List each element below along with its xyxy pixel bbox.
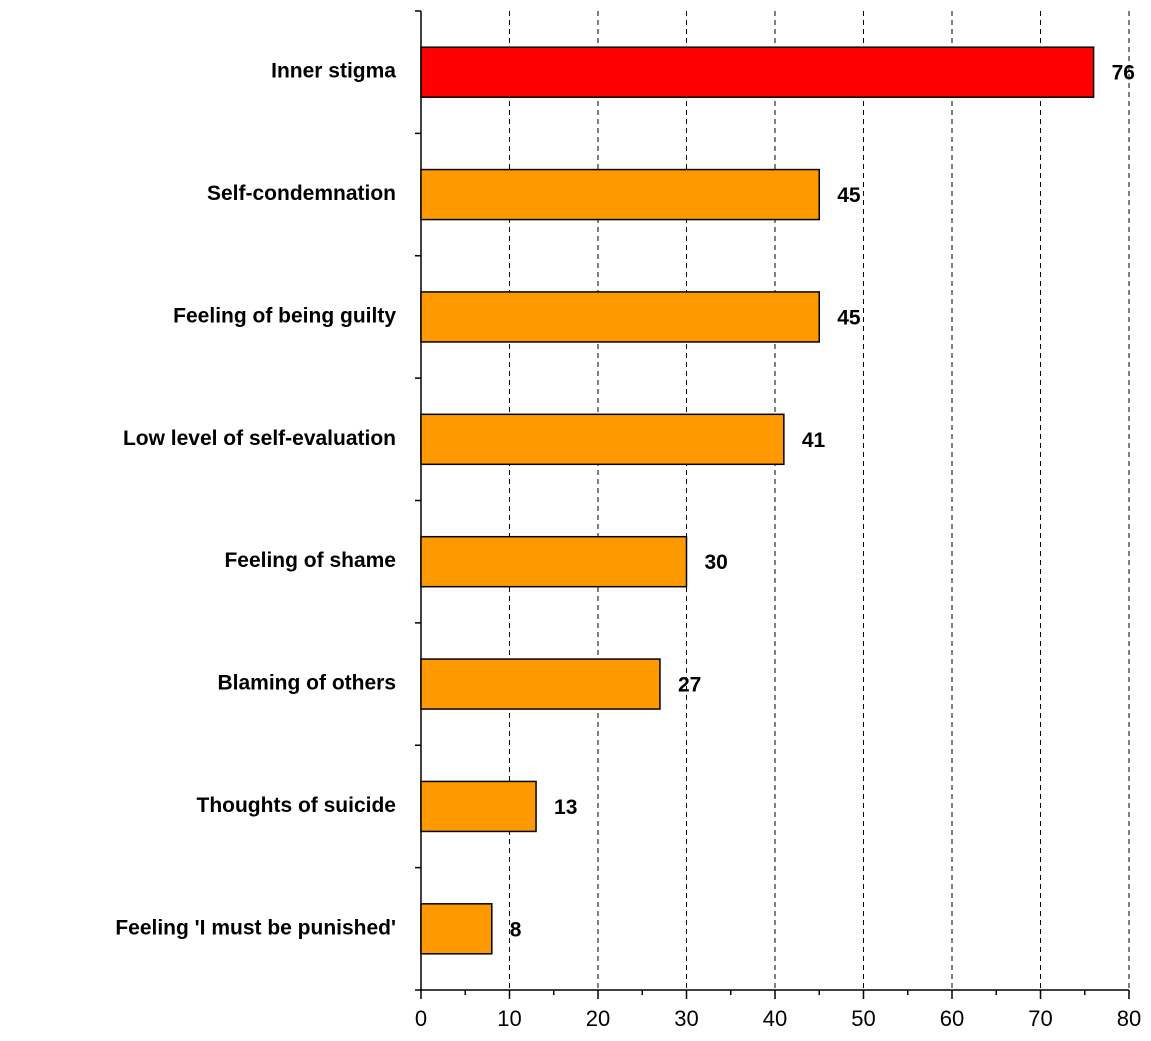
value-label: 30 (705, 551, 728, 574)
value-label: 8 (510, 918, 522, 941)
value-label: 76 (1112, 62, 1135, 85)
value-label: 45 (837, 306, 861, 329)
bar (420, 535, 688, 588)
category-label: Feeling of shame (224, 549, 396, 572)
bar (420, 46, 1095, 98)
value-label: 13 (554, 796, 577, 819)
value-label: 45 (837, 184, 861, 207)
category-label: Thoughts of suicide (197, 794, 397, 817)
x-tick-label: 40 (763, 1006, 787, 1031)
category-label: Inner stigma (271, 60, 396, 83)
bar (420, 903, 493, 955)
value-label: 27 (678, 674, 701, 697)
x-tick-label: 60 (940, 1006, 964, 1031)
x-tick-label: 30 (674, 1006, 698, 1031)
x-tick-label: 20 (586, 1006, 610, 1031)
bar (420, 413, 785, 466)
category-label: Self-condemnation (207, 182, 396, 205)
x-tick-label: 10 (497, 1006, 521, 1031)
x-tick-label: 80 (1117, 1006, 1141, 1031)
category-label: Feeling of being guilty (173, 304, 396, 327)
category-label: Blaming of others (217, 672, 396, 695)
x-tick-label: 50 (851, 1006, 875, 1031)
bar (420, 168, 820, 221)
x-tick-label: 0 (415, 1006, 427, 1031)
x-tick-label: 70 (1028, 1006, 1052, 1031)
bar (420, 291, 820, 343)
bar (420, 780, 537, 833)
value-label: 41 (802, 429, 826, 452)
category-label: Feeling 'I must be punished' (115, 916, 396, 939)
category-label: Low level of self-evaluation (123, 427, 396, 450)
bar (420, 658, 661, 710)
